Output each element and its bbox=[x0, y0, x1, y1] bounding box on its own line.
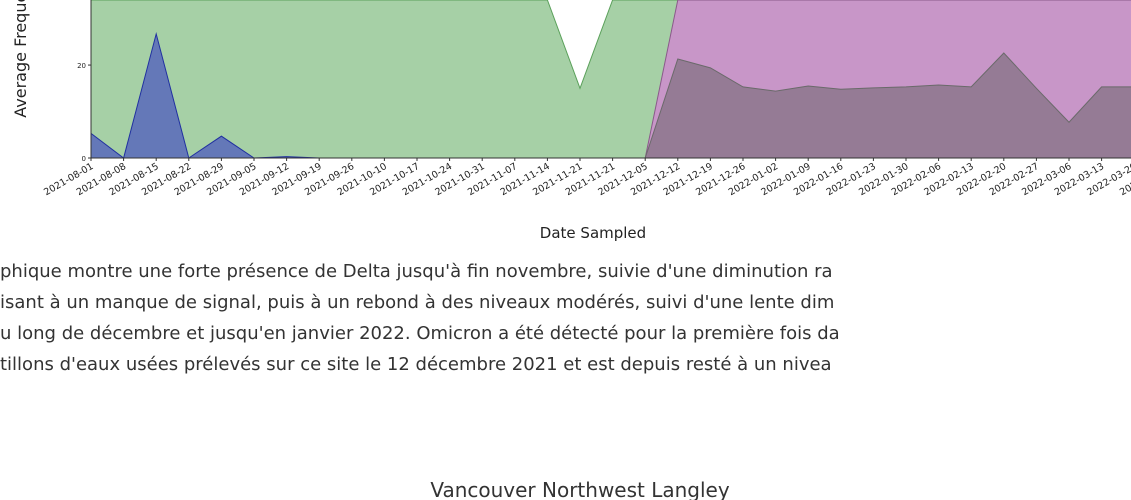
area-line bbox=[91, 0, 678, 90]
area-line bbox=[644, 52, 1131, 159]
chart: Average Frequency Date Sampled 0202021-0… bbox=[11, 0, 1131, 242]
paragraph-line: u long de décembre et jusqu'en janvier 2… bbox=[0, 323, 840, 344]
paragraph-line: tillons d'eaux usées prélevés sur ce sit… bbox=[0, 354, 832, 375]
y-tick-label: 0 bbox=[82, 155, 86, 163]
area bbox=[645, 52, 1131, 158]
x-axis-label: Date Sampled bbox=[540, 224, 646, 242]
y-tick-label: 20 bbox=[77, 62, 86, 70]
y-axis-label: Average Frequency bbox=[11, 0, 30, 118]
area bbox=[91, 0, 678, 158]
paragraph-line: phique montre une forte présence de Delt… bbox=[0, 261, 833, 282]
area bbox=[91, 33, 646, 158]
section-heading: Vancouver Northwest Langley bbox=[430, 478, 730, 500]
paragraph-line: isant à un manque de signal, puis à un r… bbox=[0, 292, 835, 313]
